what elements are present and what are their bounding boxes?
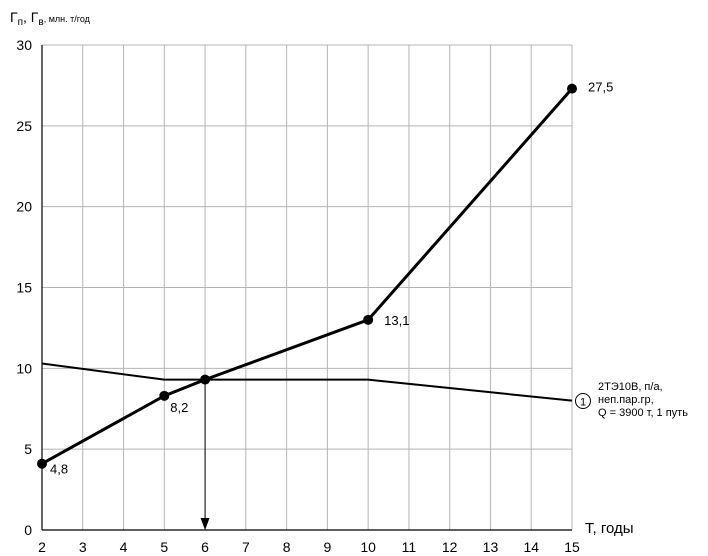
series-1-point-0	[37, 458, 47, 469]
tick-labels: 2 3 4 5 6 7 8 9 10 11 12 13 14 15 0 5 10 15 20 25 30	[16, 37, 580, 555]
x-tick-label-13: 13	[483, 539, 499, 555]
series-lines	[37, 83, 577, 530]
x-tick-label-6: 6	[201, 539, 209, 555]
y-tick-label-0: 0	[24, 522, 32, 538]
y-tick-label-15: 15	[16, 280, 32, 296]
y-tick-label-10: 10	[16, 360, 32, 376]
x-tick-label-15: 15	[564, 539, 580, 555]
x-tick-label-12: 12	[442, 539, 458, 555]
y-tick-label-20: 20	[16, 199, 32, 215]
data-label-1: 8,2	[170, 400, 188, 415]
x-tick-label-14: 14	[523, 539, 539, 555]
curve-marker-circle	[575, 393, 591, 409]
curve-annotation: 1 2ТЭ10В, п/а, неп.пар.гр, Q = 3900 т, 1…	[575, 381, 688, 419]
x-tick-label-5: 5	[160, 539, 168, 555]
series-1-point-3	[363, 314, 374, 325]
y-axis-label: Гп, Гв, млн. т/год	[10, 9, 91, 28]
annotation-line-2: неп.пар.гр,	[598, 394, 654, 406]
data-label-3: 13,1	[384, 313, 409, 328]
x-tick-label-7: 7	[242, 539, 250, 555]
x-tick-label-8: 8	[283, 539, 291, 555]
annotation-line-3: Q = 3900 т, 1 путь	[598, 407, 688, 419]
y-tick-label-25: 25	[16, 118, 32, 134]
grid	[42, 44, 573, 530]
x-tick-label-3: 3	[79, 539, 87, 555]
x-tick-label-9: 9	[323, 539, 331, 555]
y-tick-label-5: 5	[24, 441, 32, 457]
annotation-line-1: 2ТЭ10В, п/а,	[598, 381, 663, 393]
data-labels: 4,8 8,2 13,1 27,5	[50, 80, 613, 477]
axes	[41, 45, 572, 531]
data-label-4: 27,5	[588, 80, 613, 95]
intersection-arrow-head	[200, 518, 210, 530]
curve-marker-number: 1	[580, 397, 586, 409]
x-tick-label-10: 10	[360, 539, 376, 555]
series-1-point-1	[159, 390, 170, 401]
x-tick-label-4: 4	[120, 539, 128, 555]
series-1-point-4	[567, 83, 577, 94]
x-tick-label-11: 11	[402, 539, 417, 555]
series-1-point-2	[200, 374, 211, 385]
series-2-line	[41, 362, 573, 402]
y-tick-label-30: 30	[16, 37, 32, 53]
series-1-line	[41, 87, 574, 466]
data-label-0: 4,8	[50, 462, 68, 477]
x-axis-label: Т, годы	[585, 520, 634, 537]
x-tick-label-2: 2	[38, 539, 46, 555]
